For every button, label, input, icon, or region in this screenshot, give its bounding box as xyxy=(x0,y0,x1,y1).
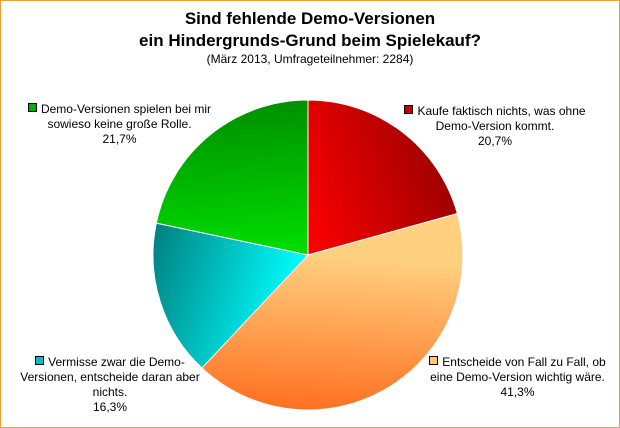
label-slice-3-text: Demo-Versionen spielen bei mir sowieso k… xyxy=(40,102,212,131)
pie-slice-0 xyxy=(307,99,458,256)
title-line-1: Sind fehlende Demo-Versionen xyxy=(184,9,436,28)
chart-subtitle: (März 2013, Umfrageteilnehmer: 2284) xyxy=(206,52,414,66)
pct-slice-3: 21,7% xyxy=(102,132,137,146)
chart-title: Sind fehlende Demo-Versionen ein Hinderg… xyxy=(0,8,620,52)
pie-slice-3 xyxy=(155,99,309,256)
label-slice-0-text: Kaufe faktisch nichts, was ohne Demo-Ver… xyxy=(417,104,586,133)
title-line-2: ein Hindergrunds-Grund beim Spielekauf? xyxy=(139,31,481,50)
label-slice-0: Kaufe faktisch nichts, was ohne Demo-Ver… xyxy=(395,104,595,149)
pct-slice-1: 41,3% xyxy=(500,385,535,399)
pie-slice-2 xyxy=(152,222,309,369)
label-slice-2-text: Vermisse zwar die Demo-Versionen, entsch… xyxy=(20,355,200,399)
label-slice-1: Entscheide von Fall zu Fall, ob eine Dem… xyxy=(425,355,610,400)
pct-slice-2: 16,3% xyxy=(92,400,128,414)
swatch-slice-3 xyxy=(27,103,37,112)
pie-slice-1 xyxy=(201,213,464,411)
swatch-slice-1 xyxy=(429,356,439,365)
label-slice-1-text: Entscheide von Fall zu Fall, ob eine Dem… xyxy=(430,355,606,384)
label-slice-3: Demo-Versionen spielen bei mir sowieso k… xyxy=(22,102,217,147)
label-slice-2: Vermisse zwar die Demo-Versionen, entsch… xyxy=(10,355,210,415)
swatch-slice-0 xyxy=(404,105,414,114)
pct-slice-0: 20,7% xyxy=(477,134,513,148)
swatch-slice-2 xyxy=(35,356,45,365)
